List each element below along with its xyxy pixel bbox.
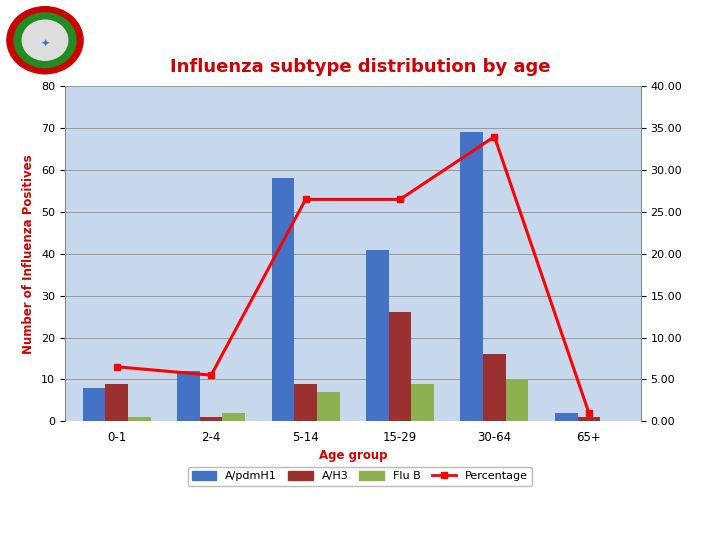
Bar (200, 417, 222, 421)
Text: Influenza subtype distribution by age: Influenza subtype distribution by age (170, 58, 550, 77)
Bar (177, 371, 200, 421)
Bar (461, 132, 483, 421)
Percentage (490, 133, 499, 140)
Bar (128, 417, 150, 421)
Percentage (585, 409, 593, 416)
Bar (366, 249, 389, 421)
Bar (294, 383, 317, 421)
Bar (483, 354, 505, 421)
Legend: A/pdmH1, A/H3, Flu B, Percentage: A/pdmH1, A/H3, Flu B, Percentage (188, 467, 532, 486)
Percentage (207, 372, 215, 379)
X-axis label: Age group: Age group (318, 449, 387, 462)
Ellipse shape (14, 13, 76, 68)
Bar (105, 383, 128, 421)
Bar (577, 417, 600, 421)
Bar (505, 379, 528, 421)
Bar (555, 413, 577, 421)
Y-axis label: Number of Influenza Positives: Number of Influenza Positives (22, 154, 35, 354)
Text: ✦: ✦ (40, 39, 50, 49)
Bar (271, 179, 294, 421)
Bar (411, 383, 434, 421)
Percentage (301, 196, 310, 202)
Ellipse shape (7, 6, 83, 74)
Bar (317, 392, 340, 421)
Percentage (396, 196, 405, 202)
Line: Percentage: Percentage (113, 133, 593, 416)
Text: www.phls.gov.bt: www.phls.gov.bt (289, 512, 431, 527)
Bar (389, 312, 411, 421)
Ellipse shape (22, 20, 68, 60)
Bar (222, 413, 245, 421)
Bar (83, 388, 105, 421)
Percentage (112, 363, 121, 370)
